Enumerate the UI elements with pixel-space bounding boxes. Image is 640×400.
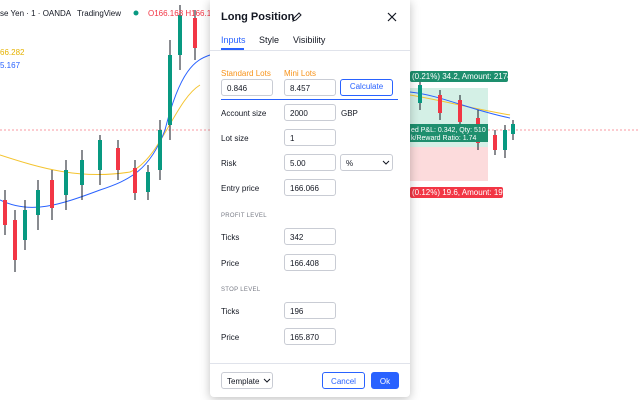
- dialog-title: Long Position: [221, 11, 295, 23]
- stop-heading: STOP LEVEL: [221, 287, 261, 293]
- account-size-label: Account size: [221, 109, 267, 118]
- standard-lots-input[interactable]: 0.846: [221, 79, 273, 96]
- target-label: (0.21%) 34.2, Amount: 2174.49: [412, 72, 523, 81]
- stop-ticks-input[interactable]: 196: [284, 302, 336, 319]
- tab-inputs[interactable]: Inputs: [221, 35, 246, 45]
- calculate-button[interactable]: Calculate: [340, 79, 393, 96]
- close-button[interactable]: [387, 12, 397, 22]
- ohlc: O166.168 H166.1: [148, 9, 212, 18]
- separator: [210, 50, 410, 51]
- divider: [221, 99, 398, 100]
- tab-underline: [221, 48, 244, 50]
- account-currency: GBP: [341, 109, 358, 118]
- tab-style[interactable]: Style: [259, 35, 280, 45]
- pnl-label: ed P&L: 0.342, Qty: 510: [411, 127, 486, 134]
- edit-icon[interactable]: [292, 12, 302, 22]
- lot-size-label: Lot size: [221, 134, 249, 143]
- profit-price-input[interactable]: 166.408: [284, 254, 336, 271]
- chevron: [263, 378, 271, 383]
- brand: TradingView: [77, 9, 121, 18]
- ma-slow: 66.282: [0, 48, 25, 57]
- mini-lots-input[interactable]: 8.457: [284, 79, 336, 96]
- symbol: se Yen · 1 · OANDA: [0, 9, 72, 18]
- entry-price-label: Entry price: [221, 184, 260, 193]
- stop-price-input[interactable]: 165.870: [284, 328, 336, 345]
- stop-price-label: Price: [221, 333, 240, 342]
- entry-price-input[interactable]: 166.066: [284, 179, 336, 196]
- ok-button[interactable]: Ok: [371, 372, 399, 389]
- standard-lots-label: Standard Lots: [221, 69, 271, 78]
- ratio-label: k/Reward Ratio: 1.74: [411, 135, 476, 142]
- risk-label: Risk: [221, 159, 237, 168]
- ma-fast: 5.167: [0, 61, 21, 70]
- stop-label: (0.12%) 19.6, Amount: 1900: [412, 188, 512, 197]
- profit-ticks-input[interactable]: 342: [284, 228, 336, 245]
- stop-ticks-label: Ticks: [221, 307, 240, 316]
- account-size-input[interactable]: 2000: [284, 104, 336, 121]
- profit-ticks-label: Ticks: [221, 233, 240, 242]
- profit-price-label: Price: [221, 259, 240, 268]
- mini-lots-label: Mini Lots: [284, 69, 317, 78]
- template-select[interactable]: Template: [221, 372, 273, 389]
- dialog: Long Position Inputs Style Visibility St…: [210, 0, 410, 397]
- separator: [210, 363, 410, 364]
- chevron: [382, 160, 390, 165]
- lot-size-input[interactable]: 1: [284, 129, 336, 146]
- risk-unit-select[interactable]: %: [340, 154, 393, 171]
- tab-visibility[interactable]: Visibility: [293, 35, 326, 45]
- cancel-button[interactable]: Cancel: [322, 372, 365, 389]
- risk-input[interactable]: 5.00: [284, 154, 336, 171]
- profit-heading: PROFIT LEVEL: [221, 213, 267, 219]
